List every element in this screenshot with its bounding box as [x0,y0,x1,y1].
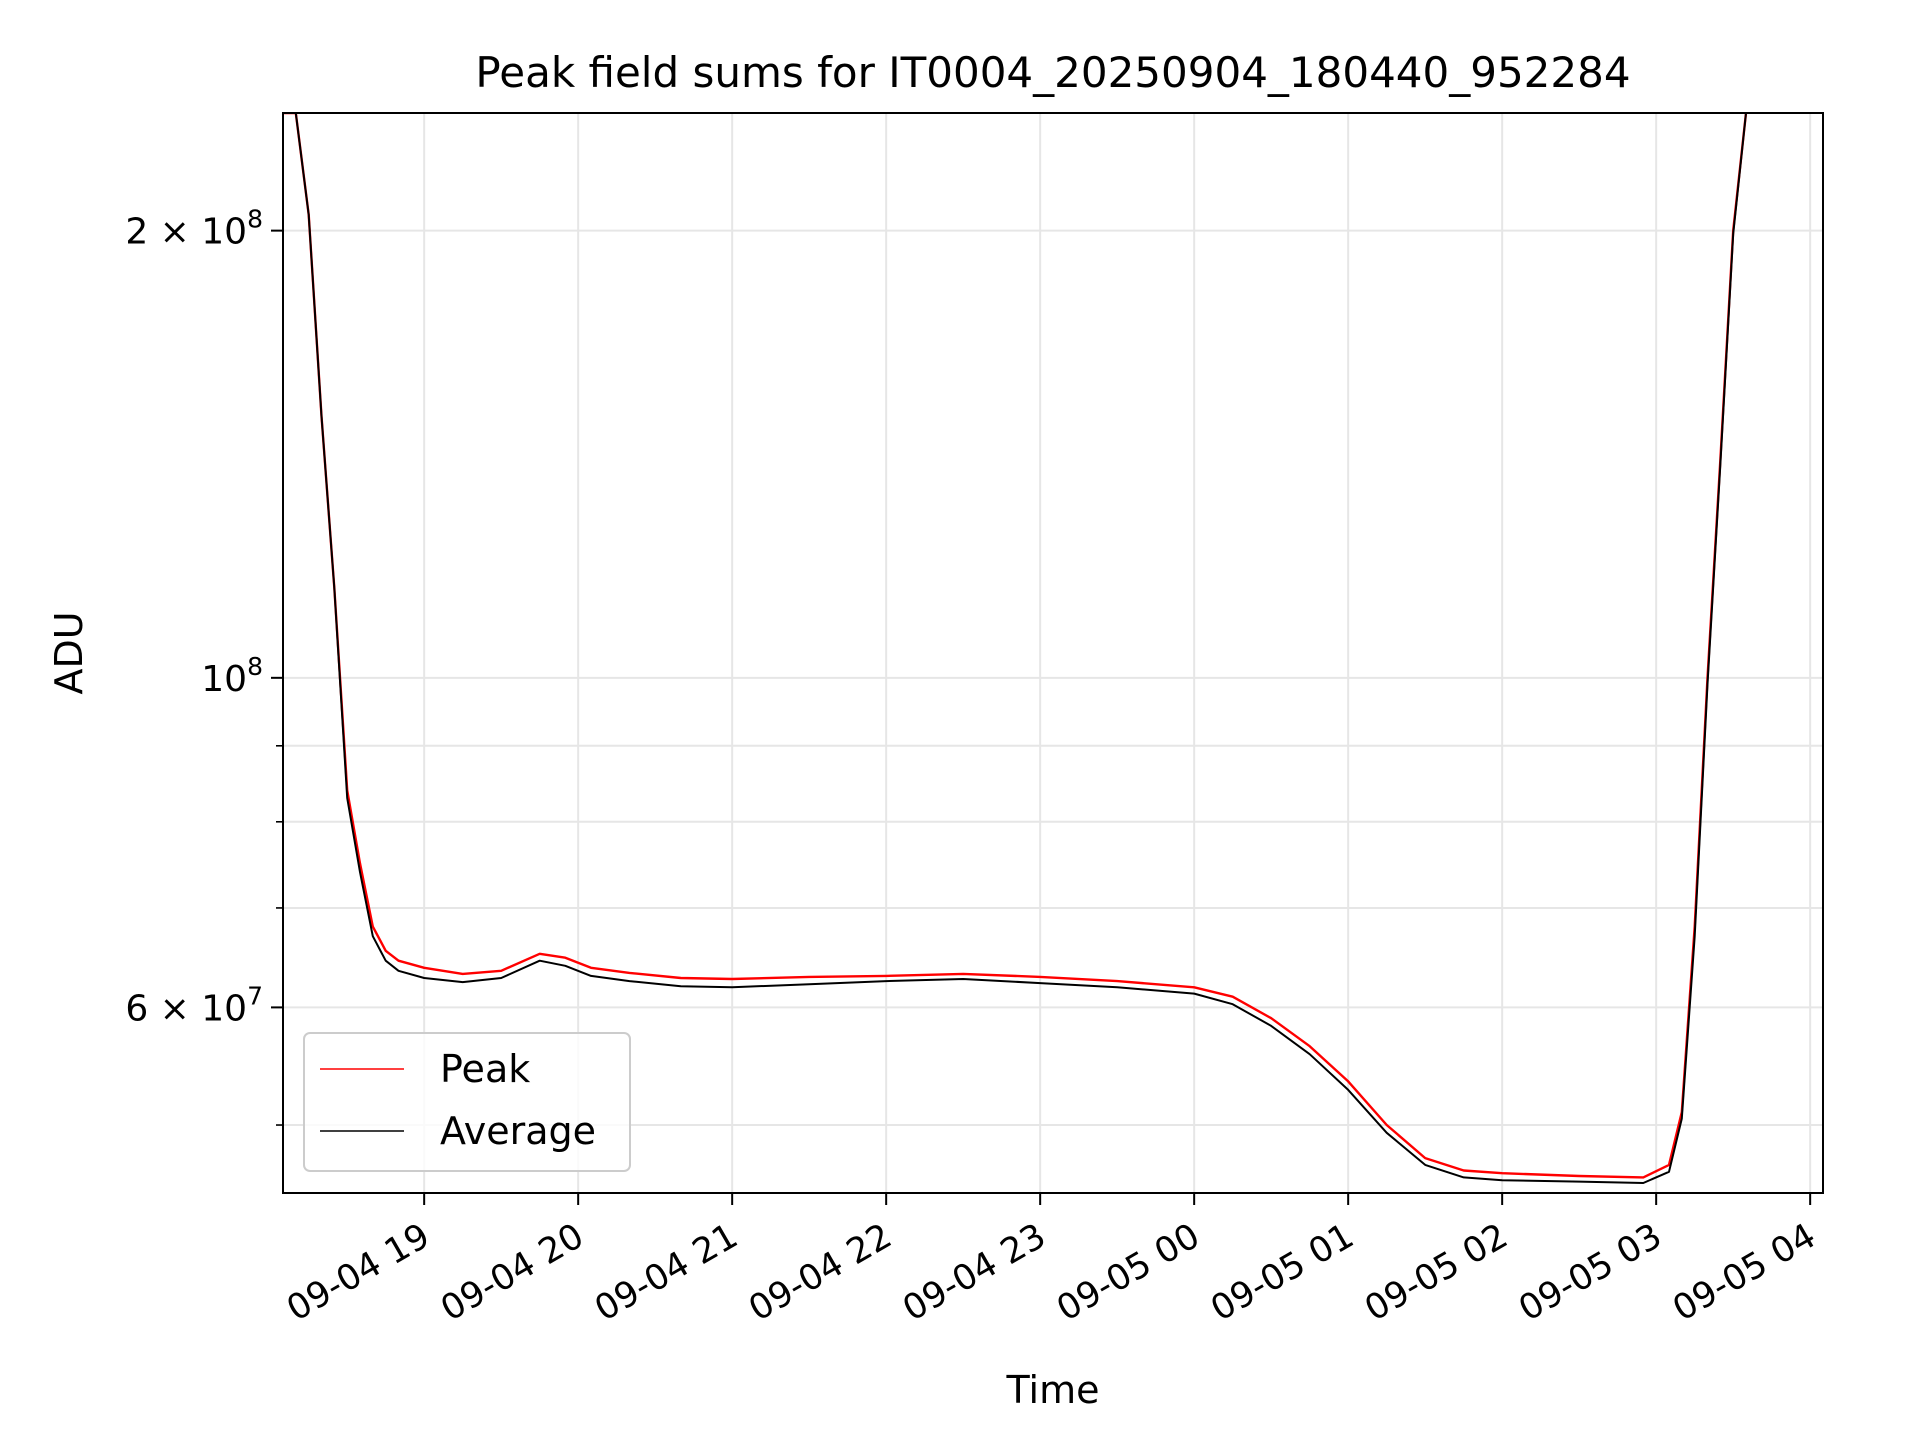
y-tick-exponent: 7 [247,981,263,1010]
legend-label-average: Average [440,1109,596,1153]
legend: Peak Average [303,1032,631,1172]
legend-box [303,1032,631,1172]
y-tick-base: 10 [201,659,247,700]
plot-frame [282,112,1824,1194]
series-line-average [283,113,1747,1184]
legend-label-peak: Peak [440,1047,530,1091]
y-axis-label: ADU [47,611,91,694]
series-line-peak [283,113,1748,1179]
y-tick-label: 2 × 108 [125,205,263,253]
y-tick-exponent: 8 [247,652,263,681]
y-tick-label: 108 [201,652,263,700]
chart-title: Peak field sums for IT0004_20250904_1804… [475,48,1630,97]
y-tick-label: 6 × 107 [125,981,263,1029]
y-tick-exponent: 8 [247,205,263,234]
x-axis-label: Time [1006,1368,1100,1412]
y-tick-mantissa: 2 × [125,212,201,253]
series-layer [283,113,1748,1184]
y-tick-base: 10 [201,988,247,1029]
y-tick-base: 10 [201,212,247,253]
y-tick-mantissa: 6 × [125,988,201,1029]
